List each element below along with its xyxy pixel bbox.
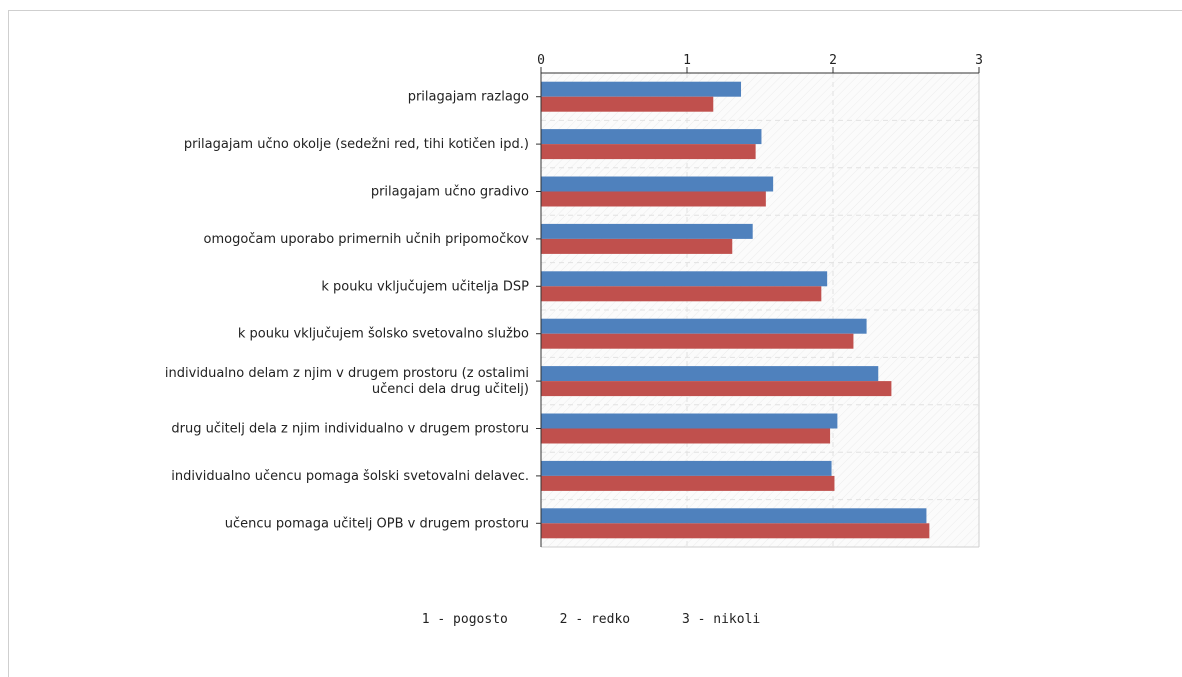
- bar-series2-cat8: [541, 428, 831, 444]
- bar-series2-cat7: [541, 381, 892, 397]
- bar-series1-cat7: [541, 366, 879, 382]
- legend-item-redko: 2 - redko: [559, 612, 631, 627]
- category-label: individualno učencu pomaga šolski svetov…: [171, 469, 529, 484]
- bar-series2-cat1: [541, 96, 714, 112]
- category-label: učenci dela drug učitelj): [372, 382, 529, 397]
- chart-frame: [8, 10, 1182, 677]
- legend-item-nikoli: 3 - nikoli: [681, 612, 761, 627]
- bar-series2-cat2: [541, 144, 756, 160]
- bar-series1-cat5: [541, 271, 828, 287]
- bar-series2-cat9: [541, 475, 835, 491]
- category-label: k pouku vključujem šolsko svetovalno slu…: [238, 327, 529, 342]
- bar-series1-cat6: [541, 318, 867, 334]
- bar-series2-cat3: [541, 191, 766, 207]
- category-label: k pouku vključujem učitelja DSP: [321, 279, 529, 294]
- plot-area: 0 1 2 3 prilagajam razlago prilagajam učno ok…: [165, 53, 983, 548]
- x-tick-label: 1: [683, 53, 691, 68]
- bar-series1-cat8: [541, 413, 838, 429]
- legend-item-pogosto: 1 - pogosto: [421, 612, 508, 627]
- bar-series1-cat9: [541, 460, 832, 476]
- bar-series1-cat4: [541, 223, 753, 239]
- bar-series1-cat10: [541, 508, 927, 524]
- x-tick-label: 2: [829, 53, 837, 68]
- category-label: prilagajam razlago: [408, 90, 529, 105]
- category-label: drug učitelj dela z njim individualno v …: [171, 422, 529, 437]
- category-label: prilagajam učno gradivo: [371, 185, 529, 200]
- bar-series1-cat3: [541, 176, 774, 192]
- category-label: individualno delam z njim v drugem prost…: [165, 366, 529, 381]
- x-tick-label: 0: [537, 53, 545, 68]
- bar-series2-cat6: [541, 333, 854, 349]
- category-label: prilagajam učno okolje (sedežni red, tih…: [184, 137, 529, 152]
- bar-series1-cat1: [541, 81, 742, 97]
- bar-series2-cat5: [541, 286, 822, 302]
- x-tick-label: 3: [975, 53, 983, 68]
- legend: 1 - pogosto 2 - redko 3 - nikoli: [0, 612, 1182, 627]
- bar-series2-cat10: [541, 523, 930, 539]
- category-label: omogočam uporabo primernih učnih pripomo…: [204, 232, 530, 247]
- bar-series2-cat4: [541, 238, 733, 254]
- bar-series1-cat2: [541, 129, 762, 145]
- category-label: učencu pomaga učitelj OPB v drugem prost…: [225, 516, 529, 531]
